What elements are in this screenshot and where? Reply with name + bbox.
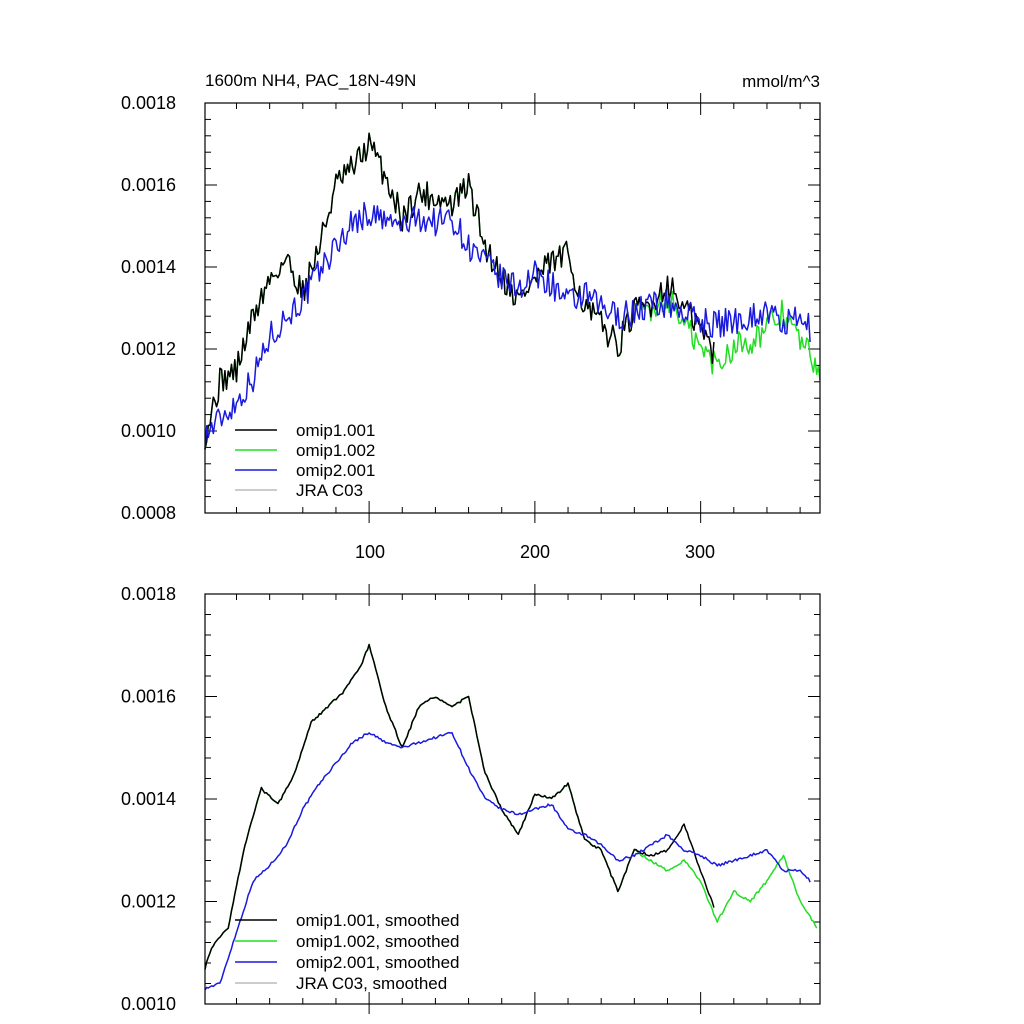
bottom-ytick-label: 0.0014: [121, 789, 176, 809]
bottom-series-omip2-001-smoothed: [204, 731, 811, 991]
bottom-ytick-label: 0.0012: [121, 892, 176, 912]
top-title-right: mmol/m^3: [742, 72, 820, 91]
top-title-left: 1600m NH4, PAC_18N-49N: [205, 71, 416, 90]
top-series-omip1-001: [204, 132, 715, 450]
top-ticks: [205, 93, 820, 523]
legend-label-omip1-002-smoothed: omip1.002, smoothed: [296, 932, 460, 951]
legend-label-omip1-001: omip1.001: [296, 421, 375, 440]
bottom-ytick-label: 0.0010: [121, 994, 176, 1014]
legend-label-omip2-001: omip2.001: [296, 461, 375, 480]
top-ytick-label: 0.0016: [121, 175, 176, 195]
top-ytick-label: 0.0018: [121, 93, 176, 113]
top-ytick-label: 0.0014: [121, 257, 176, 277]
bottom-ytick-label: 0.0016: [121, 687, 176, 707]
top-series-omip2-001: [204, 201, 811, 450]
top-legend: omip1.001 omip1.002 omip2.001 JRA C03: [235, 421, 375, 500]
bottom-series: [204, 643, 818, 991]
bottom-panel: 0.0010 0.0012 0.0014 0.0016 0.0018 omip1…: [121, 584, 821, 1014]
top-plot-frame: [204, 102, 821, 514]
top-ytick-label: 0.0008: [121, 503, 176, 523]
top-ytick-label: 0.0012: [121, 339, 176, 359]
top-ytick-label: 0.0010: [121, 421, 176, 441]
bottom-legend: omip1.001, smoothed omip1.002, smoothed …: [235, 911, 460, 993]
top-xtick-label: 200: [520, 542, 550, 562]
bottom-series-omip1-001-smoothed: [204, 643, 715, 970]
legend-label-omip1-002: omip1.002: [296, 441, 375, 460]
legend-label-jra-c03: JRA C03: [296, 481, 363, 500]
top-xtick-label: 300: [685, 542, 715, 562]
legend-label-omip1-001-smoothed: omip1.001, smoothed: [296, 911, 460, 930]
bottom-ytick-label: 0.0018: [121, 584, 176, 604]
top-series: [204, 132, 821, 450]
bottom-plot-frame: [204, 593, 821, 1005]
legend-label-jra-c03-smoothed: JRA C03, smoothed: [296, 974, 447, 993]
top-xtick-label: 100: [355, 542, 385, 562]
top-panel: 1600m NH4, PAC_18N-49N mmol/m^3 0.0008 0…: [121, 71, 821, 562]
legend-label-omip2-001-smoothed: omip2.001, smoothed: [296, 953, 460, 972]
